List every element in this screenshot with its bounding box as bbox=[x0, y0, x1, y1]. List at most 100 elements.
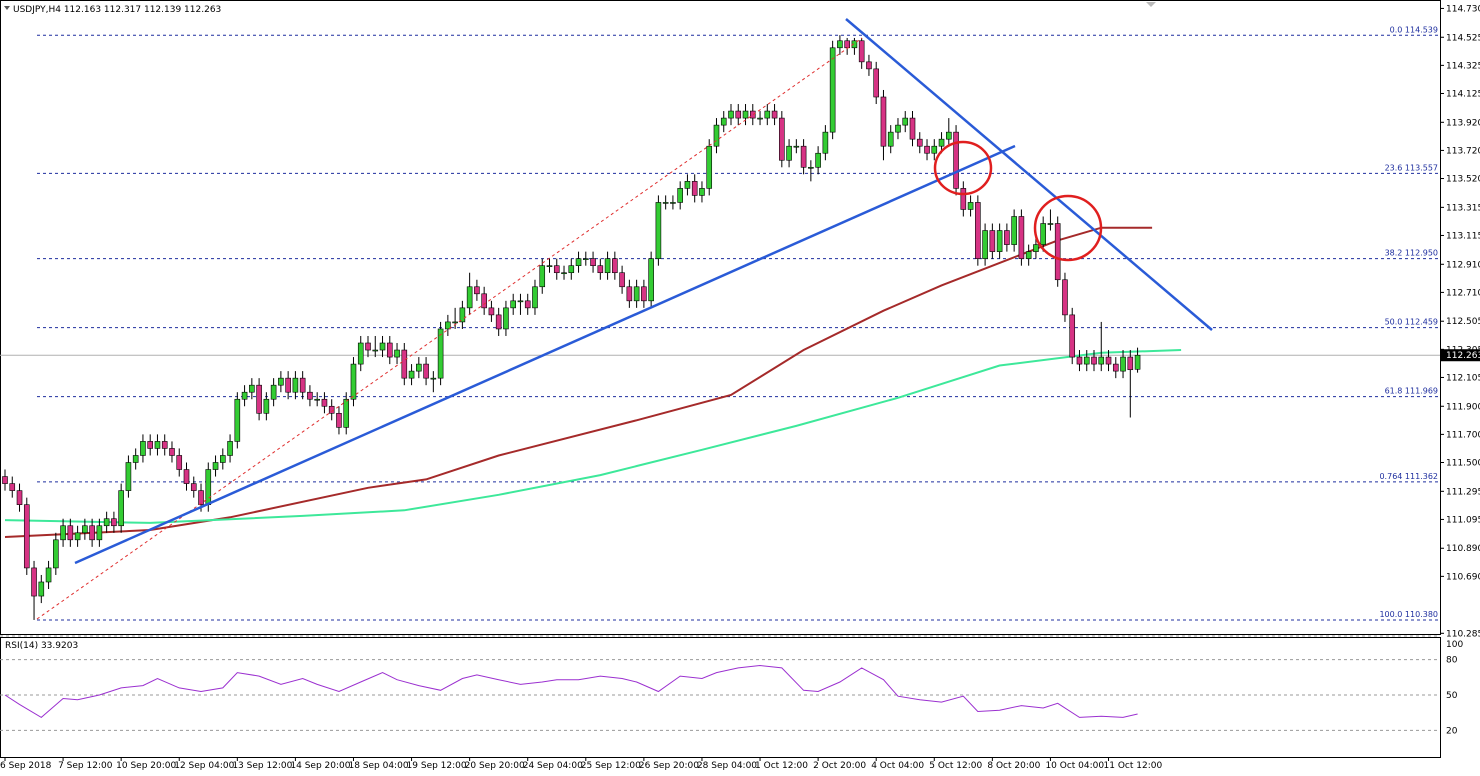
candle-body bbox=[648, 258, 654, 302]
candle-body bbox=[154, 441, 161, 449]
candle-body bbox=[866, 61, 872, 70]
candle-body bbox=[524, 300, 531, 309]
candle-body bbox=[967, 202, 974, 210]
candle-body bbox=[292, 377, 299, 393]
candle-body bbox=[74, 532, 81, 541]
y-tick-label: 114.125 bbox=[1446, 89, 1480, 99]
candle-body bbox=[445, 321, 451, 330]
candle-body bbox=[742, 110, 749, 119]
candle-body bbox=[2, 476, 8, 484]
candle-body bbox=[357, 342, 364, 365]
y-tick-label: 113.920 bbox=[1446, 118, 1480, 128]
candle-body bbox=[38, 581, 45, 597]
fib-label: 23.6 113.557 bbox=[1385, 163, 1438, 172]
candle-body bbox=[1033, 244, 1039, 252]
x-tick-label: 11 Oct 12:00 bbox=[1104, 761, 1163, 771]
candle-body bbox=[394, 349, 400, 358]
candle-body bbox=[386, 342, 393, 358]
x-tick-label: 28 Sep 04:00 bbox=[697, 761, 757, 771]
x-tick-label: 10 Oct 04:00 bbox=[1045, 761, 1104, 771]
candle-body bbox=[975, 202, 981, 259]
candle-body bbox=[880, 96, 887, 147]
y-tick-label: 113.315 bbox=[1446, 203, 1480, 213]
candle-body bbox=[350, 363, 357, 400]
candle-body bbox=[1040, 223, 1046, 245]
candle-body bbox=[31, 567, 37, 597]
x-tick-label: 20 Sep 20:00 bbox=[465, 761, 525, 771]
x-tick-label: 4 Oct 04:00 bbox=[871, 761, 924, 771]
y-tick-label: 110.890 bbox=[1446, 544, 1480, 554]
candle-body bbox=[9, 483, 16, 491]
candle-body bbox=[786, 145, 792, 161]
x-tick-label: 5 Oct 12:00 bbox=[929, 761, 982, 771]
candle-body bbox=[212, 462, 219, 470]
candle-body bbox=[481, 293, 487, 309]
candle-body bbox=[125, 462, 132, 491]
candle-body bbox=[757, 117, 763, 120]
rsi-line bbox=[4, 664, 1138, 719]
candle-body bbox=[873, 68, 880, 98]
candle-body bbox=[851, 40, 858, 49]
candle-body bbox=[176, 455, 183, 470]
candle-body bbox=[582, 258, 589, 260]
candle-body bbox=[1054, 223, 1061, 281]
candle-body bbox=[793, 145, 800, 148]
moving-average bbox=[4, 349, 1182, 524]
candle-body bbox=[67, 525, 74, 541]
candle-body bbox=[561, 272, 567, 275]
candle-body bbox=[713, 124, 720, 147]
candle-body bbox=[45, 567, 52, 583]
candle-body bbox=[945, 131, 952, 140]
candle-body bbox=[299, 377, 306, 393]
candle-body bbox=[953, 131, 959, 189]
fib-label: 50.0 112.459 bbox=[1385, 318, 1438, 327]
candle-body bbox=[779, 117, 785, 161]
candle-body bbox=[800, 145, 807, 168]
candle-body bbox=[103, 518, 110, 527]
candle-body bbox=[408, 370, 415, 379]
fib-label: 0.764 111.362 bbox=[1379, 472, 1438, 481]
y-tick-label: 20 bbox=[1446, 726, 1458, 736]
candle-body bbox=[147, 441, 153, 449]
candle-body bbox=[655, 202, 662, 259]
candle-body bbox=[466, 286, 473, 309]
candle-body bbox=[989, 230, 996, 252]
y-tick-label: 113.115 bbox=[1446, 231, 1480, 241]
candle-body bbox=[285, 377, 291, 393]
candle-body bbox=[372, 349, 379, 352]
candle-body bbox=[677, 188, 683, 203]
candle-body bbox=[328, 405, 335, 414]
y-tick-label: 111.900 bbox=[1446, 402, 1480, 412]
candle-body bbox=[706, 145, 713, 189]
y-tick-label: 113.520 bbox=[1446, 175, 1480, 185]
candle-body bbox=[423, 363, 429, 379]
candle-body bbox=[829, 47, 836, 133]
candle-body bbox=[1127, 356, 1134, 371]
candle-body bbox=[53, 539, 59, 569]
y-tick-label: 111.095 bbox=[1446, 515, 1480, 525]
highlight-circle bbox=[1033, 194, 1103, 262]
candle-body bbox=[503, 307, 509, 330]
candle-body bbox=[263, 398, 270, 414]
candle-body bbox=[670, 202, 676, 204]
x-tick-label: 2 Oct 20:00 bbox=[813, 761, 866, 771]
candle-body bbox=[568, 265, 575, 274]
candle-body bbox=[459, 307, 466, 323]
y-tick-label: 111.500 bbox=[1446, 458, 1480, 468]
y-tick-label: 111.295 bbox=[1446, 487, 1480, 497]
y-tick-label: 114.730 bbox=[1446, 4, 1480, 14]
candle-body bbox=[844, 40, 850, 49]
y-tick-label: 111.700 bbox=[1446, 430, 1480, 440]
candle-body bbox=[205, 469, 212, 505]
candle-body bbox=[96, 525, 103, 541]
candle-body bbox=[735, 110, 742, 119]
candle-body bbox=[365, 342, 371, 351]
rsi-panel bbox=[0, 637, 1441, 758]
candle-body bbox=[234, 398, 241, 442]
x-tick-label: 14 Sep 20:00 bbox=[290, 761, 350, 771]
x-tick-label: 24 Sep 04:00 bbox=[523, 761, 583, 771]
candle-body bbox=[118, 490, 124, 527]
current-price-box bbox=[1441, 349, 1480, 362]
y-tick-label: 113.720 bbox=[1446, 146, 1480, 156]
